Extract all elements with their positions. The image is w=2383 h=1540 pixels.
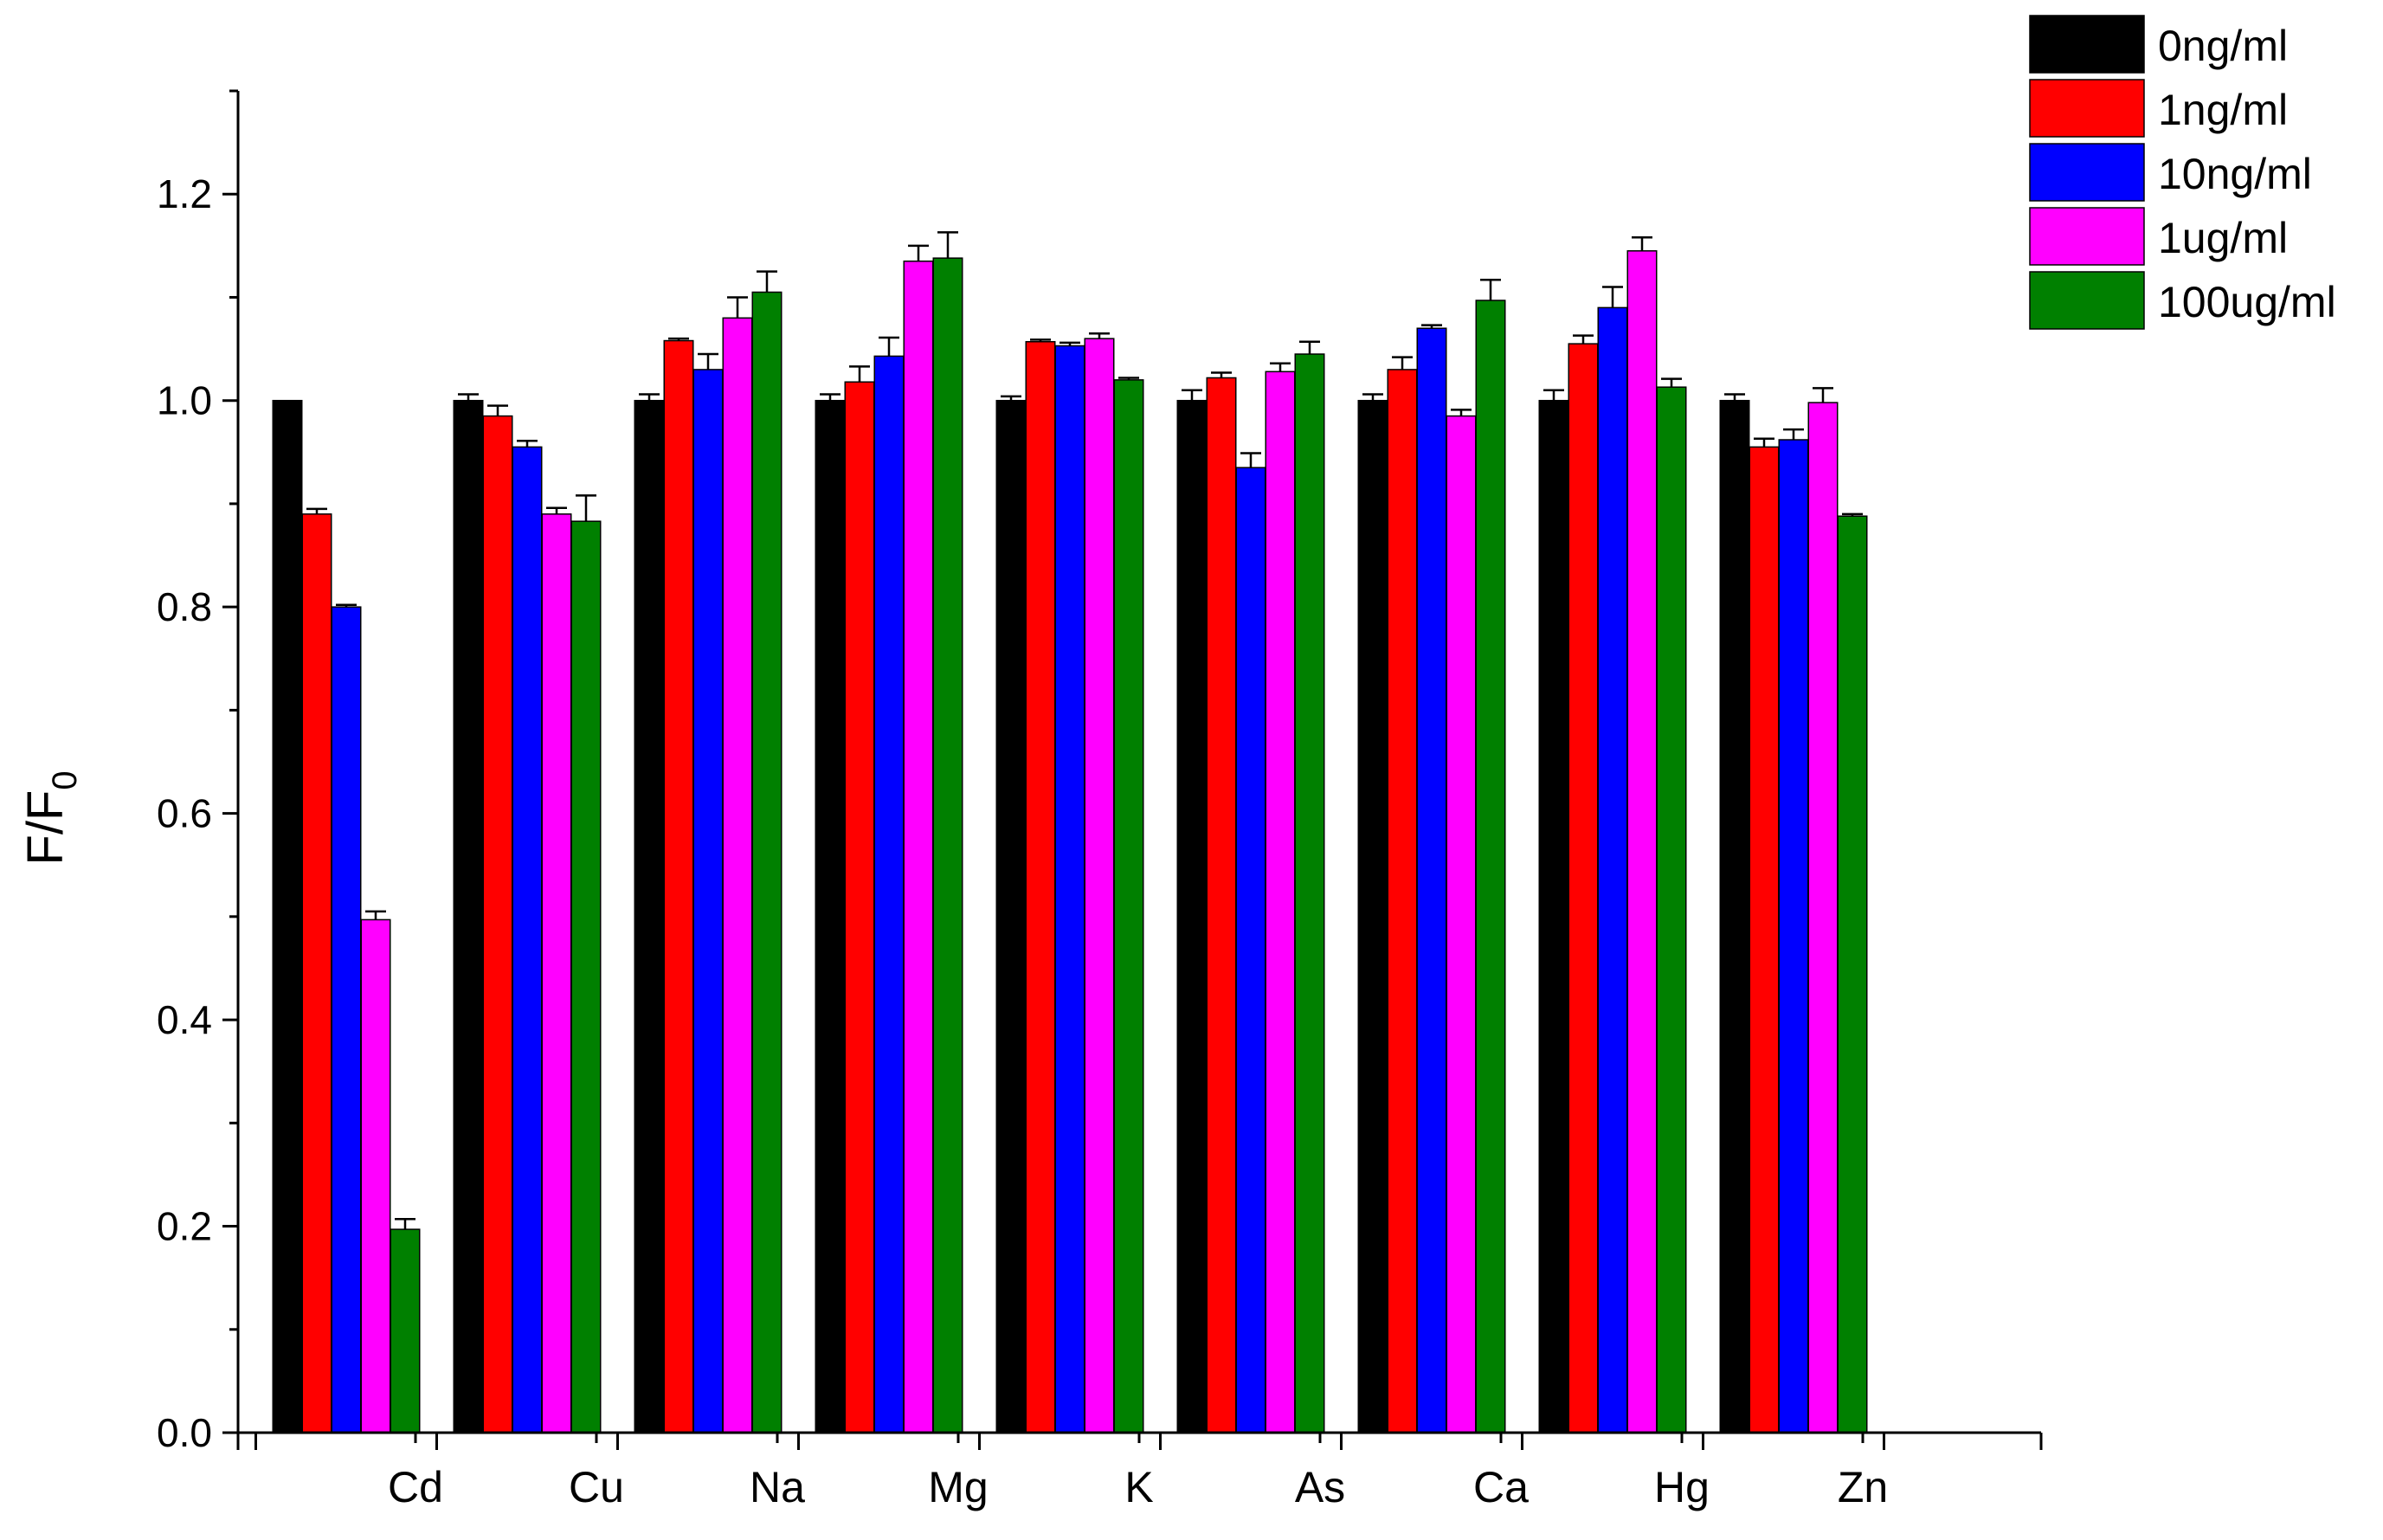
x-tick-label-As: As — [1295, 1463, 1345, 1511]
bar-K-10ng/ml — [1054, 345, 1085, 1434]
y-tick-label: 0.8 — [157, 584, 212, 629]
bar-Cd-0ng/ml — [272, 399, 303, 1434]
bar-Ca-0ng/ml — [1357, 399, 1388, 1434]
bar-Na-10ng/ml — [692, 369, 724, 1434]
legend-item-100ug/ml: 100ug/ml — [2029, 271, 2336, 330]
bar-Na-1ug/ml — [722, 317, 753, 1434]
x-tick-label-Cd: Cd — [388, 1463, 443, 1511]
y-tick-label: 0.4 — [157, 997, 212, 1042]
bar-Ca-100ug/ml — [1475, 300, 1506, 1434]
x-tick-label-K: K — [1124, 1463, 1153, 1511]
bar-Zn-0ng/ml — [1719, 399, 1750, 1434]
bar-As-0ng/ml — [1176, 399, 1208, 1434]
bar-Mg-0ng/ml — [815, 399, 846, 1434]
series-0ng/ml — [272, 389, 1750, 1434]
bar-Mg-1ug/ml — [903, 260, 934, 1434]
bar-K-100ug/ml — [1113, 379, 1144, 1434]
bar-Mg-10ng/ml — [873, 355, 905, 1434]
bar-Ca-10ng/ml — [1416, 327, 1447, 1434]
x-axis: Cd Cu Na Mg K As Ca Hg Zn — [236, 1431, 2043, 1511]
bar-Ca-1ng/ml — [1387, 369, 1418, 1434]
bar-K-1ug/ml — [1084, 338, 1115, 1434]
bar-Zn-1ug/ml — [1807, 402, 1839, 1434]
legend-label: 0ng/ml — [2158, 22, 2288, 70]
bar-Na-100ug/ml — [751, 291, 783, 1434]
bar-K-1ng/ml — [1025, 340, 1056, 1434]
bar-Cu-1ng/ml — [482, 415, 513, 1434]
legend-item-1ng/ml: 1ng/ml — [2029, 79, 2288, 138]
y-axis-title-subscript: 0 — [46, 770, 84, 789]
bar-Cd-1ng/ml — [301, 513, 332, 1434]
bar-Hg-0ng/ml — [1538, 399, 1569, 1434]
bar-Ca-1ug/ml — [1446, 415, 1477, 1434]
bar-Hg-100ug/ml — [1656, 386, 1687, 1434]
y-tick-label: 0.6 — [157, 791, 212, 836]
bar-Zn-100ug/ml — [1837, 515, 1868, 1434]
y-tick-label: 0.0 — [157, 1410, 212, 1455]
y-tick-label: 1.2 — [157, 171, 212, 216]
legend-label: 100ug/ml — [2158, 278, 2336, 326]
bar-As-10ng/ml — [1235, 467, 1266, 1434]
bar-Hg-10ng/ml — [1597, 306, 1628, 1434]
bar-Hg-1ug/ml — [1626, 250, 1658, 1434]
bar-Hg-1ng/ml — [1568, 343, 1599, 1434]
bar-Cu-1ug/ml — [541, 513, 572, 1434]
bar-Zn-1ng/ml — [1749, 446, 1780, 1434]
plot-area — [272, 231, 1868, 1434]
x-tick-label-Cu: Cu — [569, 1463, 624, 1511]
bar-As-1ug/ml — [1265, 371, 1296, 1434]
legend-swatch — [2029, 79, 2145, 138]
bar-Cd-1ug/ml — [360, 918, 391, 1434]
bar-Zn-10ng/ml — [1778, 439, 1809, 1434]
legend-swatch — [2029, 15, 2145, 74]
y-tick-label: 0.2 — [157, 1204, 212, 1249]
legend-label: 1ug/ml — [2158, 214, 2288, 262]
series-10ng/ml — [331, 286, 1809, 1434]
y-tick-label: 1.0 — [157, 378, 212, 423]
legend-swatch — [2029, 271, 2145, 330]
bar-Na-0ng/ml — [634, 399, 665, 1434]
bar-As-1ng/ml — [1206, 377, 1237, 1434]
x-tick-label-Na: Na — [750, 1463, 805, 1511]
bar-Mg-1ng/ml — [844, 381, 875, 1434]
x-tick-label-Ca: Ca — [1473, 1463, 1529, 1511]
x-tick-label-Mg: Mg — [928, 1463, 988, 1511]
bar-Cu-10ng/ml — [512, 446, 543, 1434]
legend-item-10ng/ml: 10ng/ml — [2029, 143, 2312, 202]
x-tick-label-Zn: Zn — [1838, 1463, 1888, 1511]
legend-swatch — [2029, 207, 2145, 266]
legend-label: 10ng/ml — [2158, 150, 2312, 198]
legend-item-1ug/ml: 1ug/ml — [2029, 207, 2288, 266]
legend-label: 1ng/ml — [2158, 86, 2288, 134]
bar-As-100ug/ml — [1294, 353, 1325, 1434]
series-1ug/ml — [360, 236, 1839, 1434]
y-axis-title: F/F0 — [17, 770, 84, 865]
series-1ng/ml — [301, 334, 1780, 1434]
legend-item-0ng/ml: 0ng/ml — [2029, 15, 2288, 74]
x-tick-label-Hg: Hg — [1654, 1463, 1710, 1511]
bar-Na-1ng/ml — [663, 339, 694, 1434]
y-axis-title-main: F/F — [17, 790, 74, 866]
bar-Cu-100ug/ml — [570, 520, 602, 1434]
bar-Cu-0ng/ml — [453, 399, 484, 1434]
bar-Cd-10ng/ml — [331, 606, 362, 1434]
bar-K-0ng/ml — [995, 399, 1027, 1434]
y-axis: 0.0 0.2 0.4 0.6 0.8 1.0 1.2 — [157, 89, 240, 1455]
series-100ug/ml — [390, 231, 1868, 1434]
legend-swatch — [2029, 143, 2145, 202]
legend: 0ng/ml 1ng/ml 10ng/ml 1ug/ml 100ug/ml — [2029, 15, 2336, 330]
bar-Cd-100ug/ml — [390, 1228, 421, 1434]
bar-Mg-100ug/ml — [932, 257, 963, 1434]
